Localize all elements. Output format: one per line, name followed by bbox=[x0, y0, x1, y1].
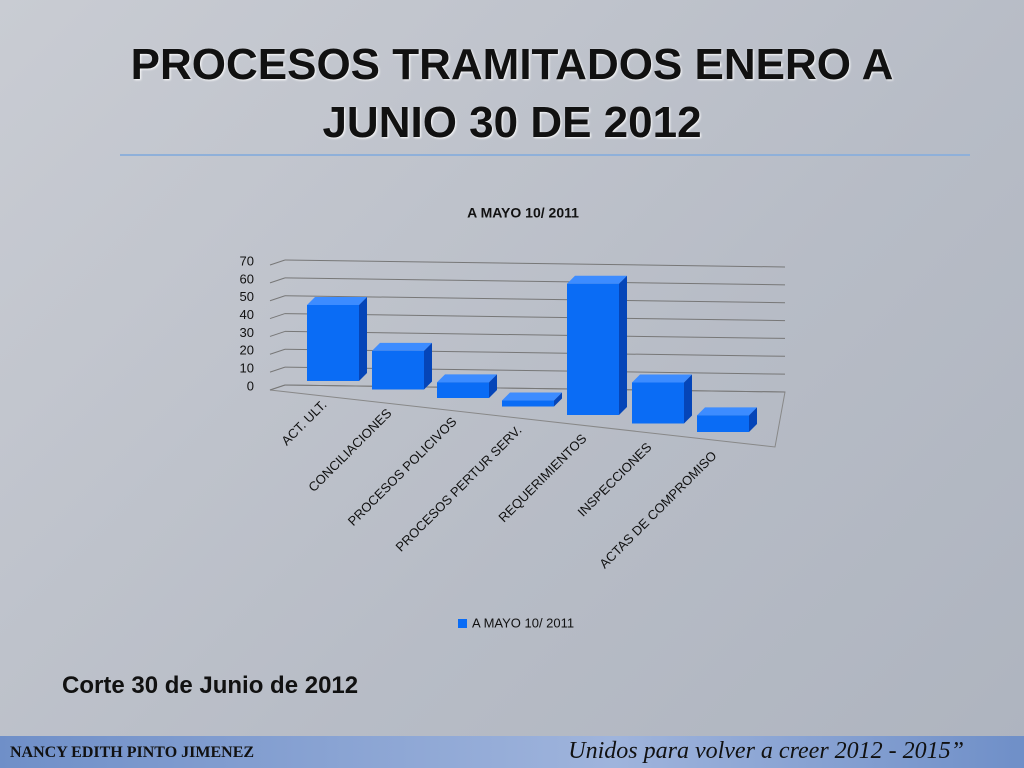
y-tick-label: 30 bbox=[240, 325, 254, 340]
grid-side bbox=[269, 259, 286, 266]
slide-title: PROCESOS TRAMITADOS ENERO A JUNIO 30 DE … bbox=[130, 40, 894, 147]
grid-side bbox=[269, 366, 286, 373]
bar-side bbox=[749, 407, 757, 432]
y-tick-label: 40 bbox=[240, 307, 254, 322]
x-tick-label: INSPECCIONES bbox=[574, 439, 654, 519]
bar-side bbox=[684, 374, 692, 424]
title-rule bbox=[120, 154, 970, 156]
bar-top bbox=[697, 407, 757, 416]
bar-top bbox=[437, 374, 497, 383]
y-tick-label: 50 bbox=[240, 289, 254, 304]
grid-side bbox=[269, 384, 286, 391]
bar-top bbox=[567, 275, 627, 284]
note: Corte 30 de Junio de 2012 bbox=[62, 672, 359, 699]
bar-side bbox=[554, 392, 562, 407]
bar bbox=[567, 283, 619, 415]
bar-top bbox=[307, 297, 367, 305]
grid-line bbox=[284, 295, 786, 304]
grid-side bbox=[269, 348, 286, 355]
bar bbox=[372, 350, 424, 390]
grid-side bbox=[269, 295, 286, 302]
bar-top bbox=[372, 342, 432, 351]
footer: NANCY EDITH PINTO JIMENEZ Unidos para vo… bbox=[0, 736, 1024, 768]
bar bbox=[632, 382, 684, 424]
bar-top bbox=[632, 374, 692, 383]
legend-label: A MAYO 10/ 2011 bbox=[472, 615, 574, 630]
x-tick-label: ACT. ULT. bbox=[278, 397, 329, 448]
grid-line bbox=[284, 348, 786, 357]
grid-line bbox=[284, 313, 786, 322]
bar bbox=[437, 382, 489, 398]
bar bbox=[697, 415, 749, 432]
y-tick-label: 70 bbox=[240, 253, 254, 268]
y-tick-label: 0 bbox=[247, 378, 254, 393]
chart-title: A MAYO 10/ 2011 bbox=[467, 205, 579, 221]
bar bbox=[307, 305, 359, 381]
y-tick-label: 20 bbox=[240, 343, 254, 358]
grid-side bbox=[269, 330, 286, 337]
grid-side bbox=[269, 277, 286, 284]
grid-side bbox=[269, 313, 286, 320]
grid-line bbox=[284, 330, 786, 339]
x-tick-label: PROCESOS PERTUR SERV. bbox=[393, 422, 525, 554]
legend-swatch bbox=[458, 619, 467, 628]
grid-line bbox=[284, 259, 786, 268]
grid-line bbox=[284, 384, 786, 393]
grid-line bbox=[284, 366, 786, 375]
x-tick-label: ACTAS DE COMPROMISO bbox=[596, 448, 719, 571]
bar-side bbox=[359, 297, 367, 381]
bar bbox=[502, 400, 554, 407]
y-tick-label: 10 bbox=[240, 361, 254, 376]
bar-side bbox=[619, 275, 627, 415]
footer-slogan: Unidos para volver a creer 2012 - 2015” bbox=[568, 738, 964, 764]
chart: A MAYO 10/ 2011 0 10 20 30 40 50 60 70 ACT. ULT.… bbox=[240, 205, 786, 630]
bar-side bbox=[489, 374, 497, 398]
footer-name: NANCY EDITH PINTO JIMENEZ bbox=[10, 744, 255, 761]
y-tick-label: 60 bbox=[240, 271, 254, 286]
bar-top bbox=[502, 392, 562, 401]
grid-line bbox=[284, 277, 786, 286]
bar-side bbox=[424, 342, 432, 390]
